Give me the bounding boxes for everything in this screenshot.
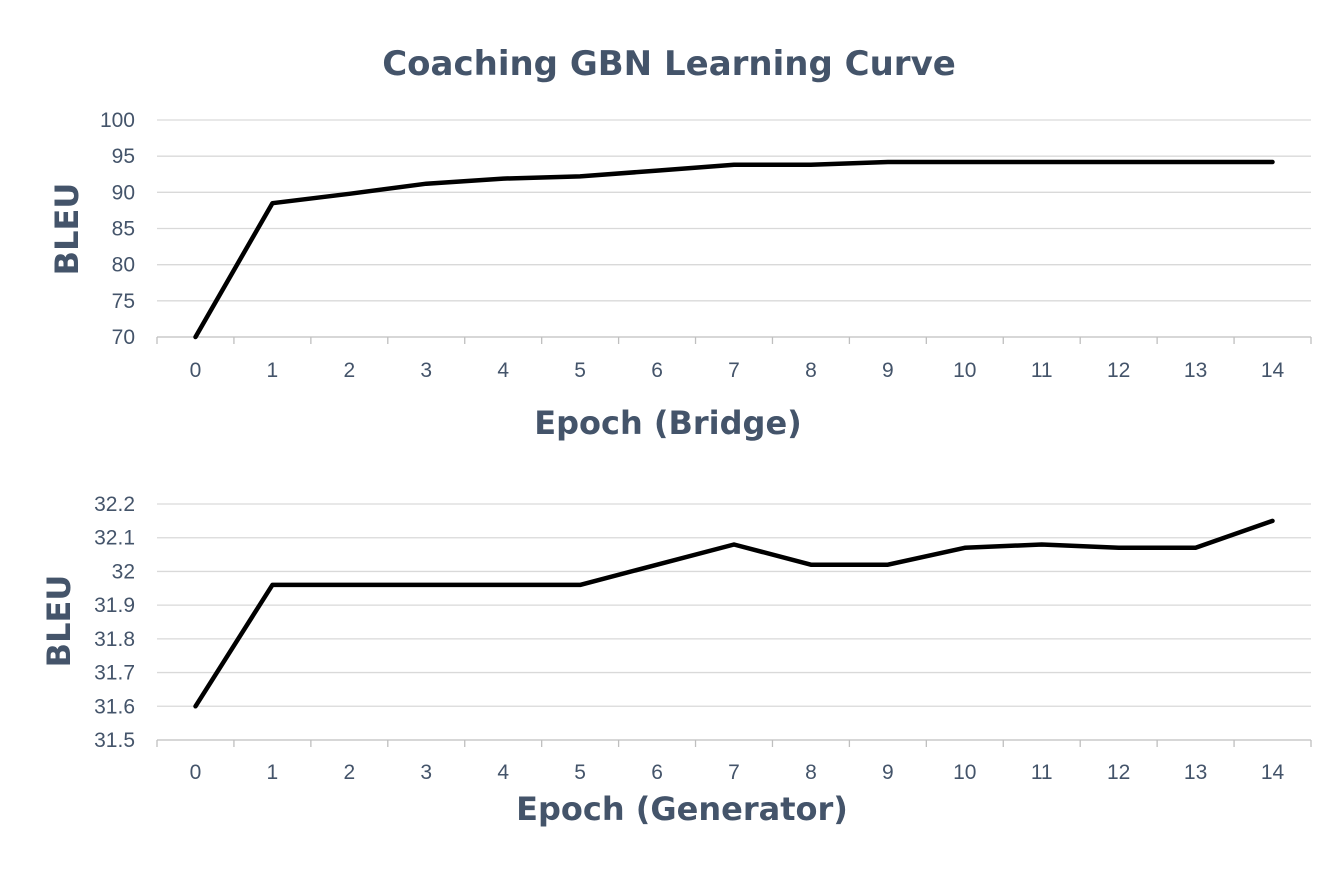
generator-x-tick-label: 7 [728, 761, 740, 784]
bridge-x-tick-label: 2 [343, 359, 355, 382]
generator-x-tick-label: 8 [805, 761, 817, 784]
bridge-x-tick-label: 10 [953, 359, 976, 382]
bridge-x-tick-label: 8 [805, 359, 817, 382]
generator-y-tick-label: 32.1 [94, 527, 135, 550]
bridge-x-tick-label: 0 [190, 359, 202, 382]
generator-y-tick-label: 31.9 [94, 594, 135, 617]
bridge-series-line [193, 159, 1275, 340]
bridge-x-tick-label: 9 [882, 359, 894, 382]
generator-x-tick-label: 12 [1107, 761, 1130, 784]
generator-y-axis-title: BLEU [40, 575, 78, 668]
generator-x-tick-label: 2 [343, 761, 355, 784]
generator-series-line [193, 518, 1275, 709]
bridge-x-tick-label: 4 [497, 359, 509, 382]
bridge-y-axis-title: BLEU [48, 183, 86, 276]
bridge-x-tick-label: 6 [651, 359, 663, 382]
generator-y-tick-label: 31.7 [94, 662, 135, 685]
generator-x-tick-label: 4 [497, 761, 509, 784]
generator-x-tick-label: 5 [574, 761, 586, 784]
generator-y-tick-label: 31.5 [94, 729, 135, 752]
generator-y-tick-label: 31.8 [94, 628, 135, 651]
bridge-x-tick-label: 5 [574, 359, 586, 382]
bridge-x-tick-label: 7 [728, 359, 740, 382]
generator-x-tick-label: 1 [267, 761, 279, 784]
generator-panel: BLEU Epoch (Generator) 31.5 31.6 31.7 31.8 3… [40, 493, 1312, 828]
bridge-x-tick-label: 14 [1261, 359, 1285, 382]
bridge-y-tick-label: 70 [112, 326, 135, 349]
chart-title: Coaching GBN Learning Curve [382, 44, 956, 84]
generator-x-tick-label: 0 [190, 761, 202, 784]
generator-x-tick-label: 6 [651, 761, 663, 784]
generator-x-tick-label: 13 [1184, 761, 1207, 784]
bridge-y-tick-label: 80 [112, 254, 135, 277]
generator-y-tick-label: 32 [112, 560, 135, 583]
bridge-y-tick-label: 85 [112, 218, 135, 241]
bridge-y-tick-label: 95 [112, 145, 135, 168]
generator-x-tick-label: 11 [1031, 761, 1053, 784]
bridge-x-tick-label: 12 [1107, 359, 1130, 382]
generator-x-axis-title: Epoch (Generator) [516, 790, 848, 828]
bridge-y-tick-label: 100 [100, 109, 135, 132]
bridge-x-axis-title: Epoch (Bridge) [534, 404, 802, 442]
bridge-y-tick-label: 75 [112, 290, 135, 313]
generator-x-tick-label: 14 [1261, 761, 1285, 784]
generator-y-tick-label: 32.2 [94, 493, 135, 516]
bridge-x-tick-label: 3 [420, 359, 432, 382]
bridge-x-tick-label: 11 [1031, 359, 1053, 382]
generator-x-tick-label: 3 [420, 761, 432, 784]
generator-x-tick-label: 10 [953, 761, 976, 784]
bridge-x-tick-label: 13 [1184, 359, 1207, 382]
generator-x-tick-label: 9 [882, 761, 894, 784]
bridge-x-tick-label: 1 [267, 359, 279, 382]
bridge-y-tick-label: 90 [112, 181, 135, 204]
generator-y-tick-label: 31.6 [94, 695, 135, 718]
